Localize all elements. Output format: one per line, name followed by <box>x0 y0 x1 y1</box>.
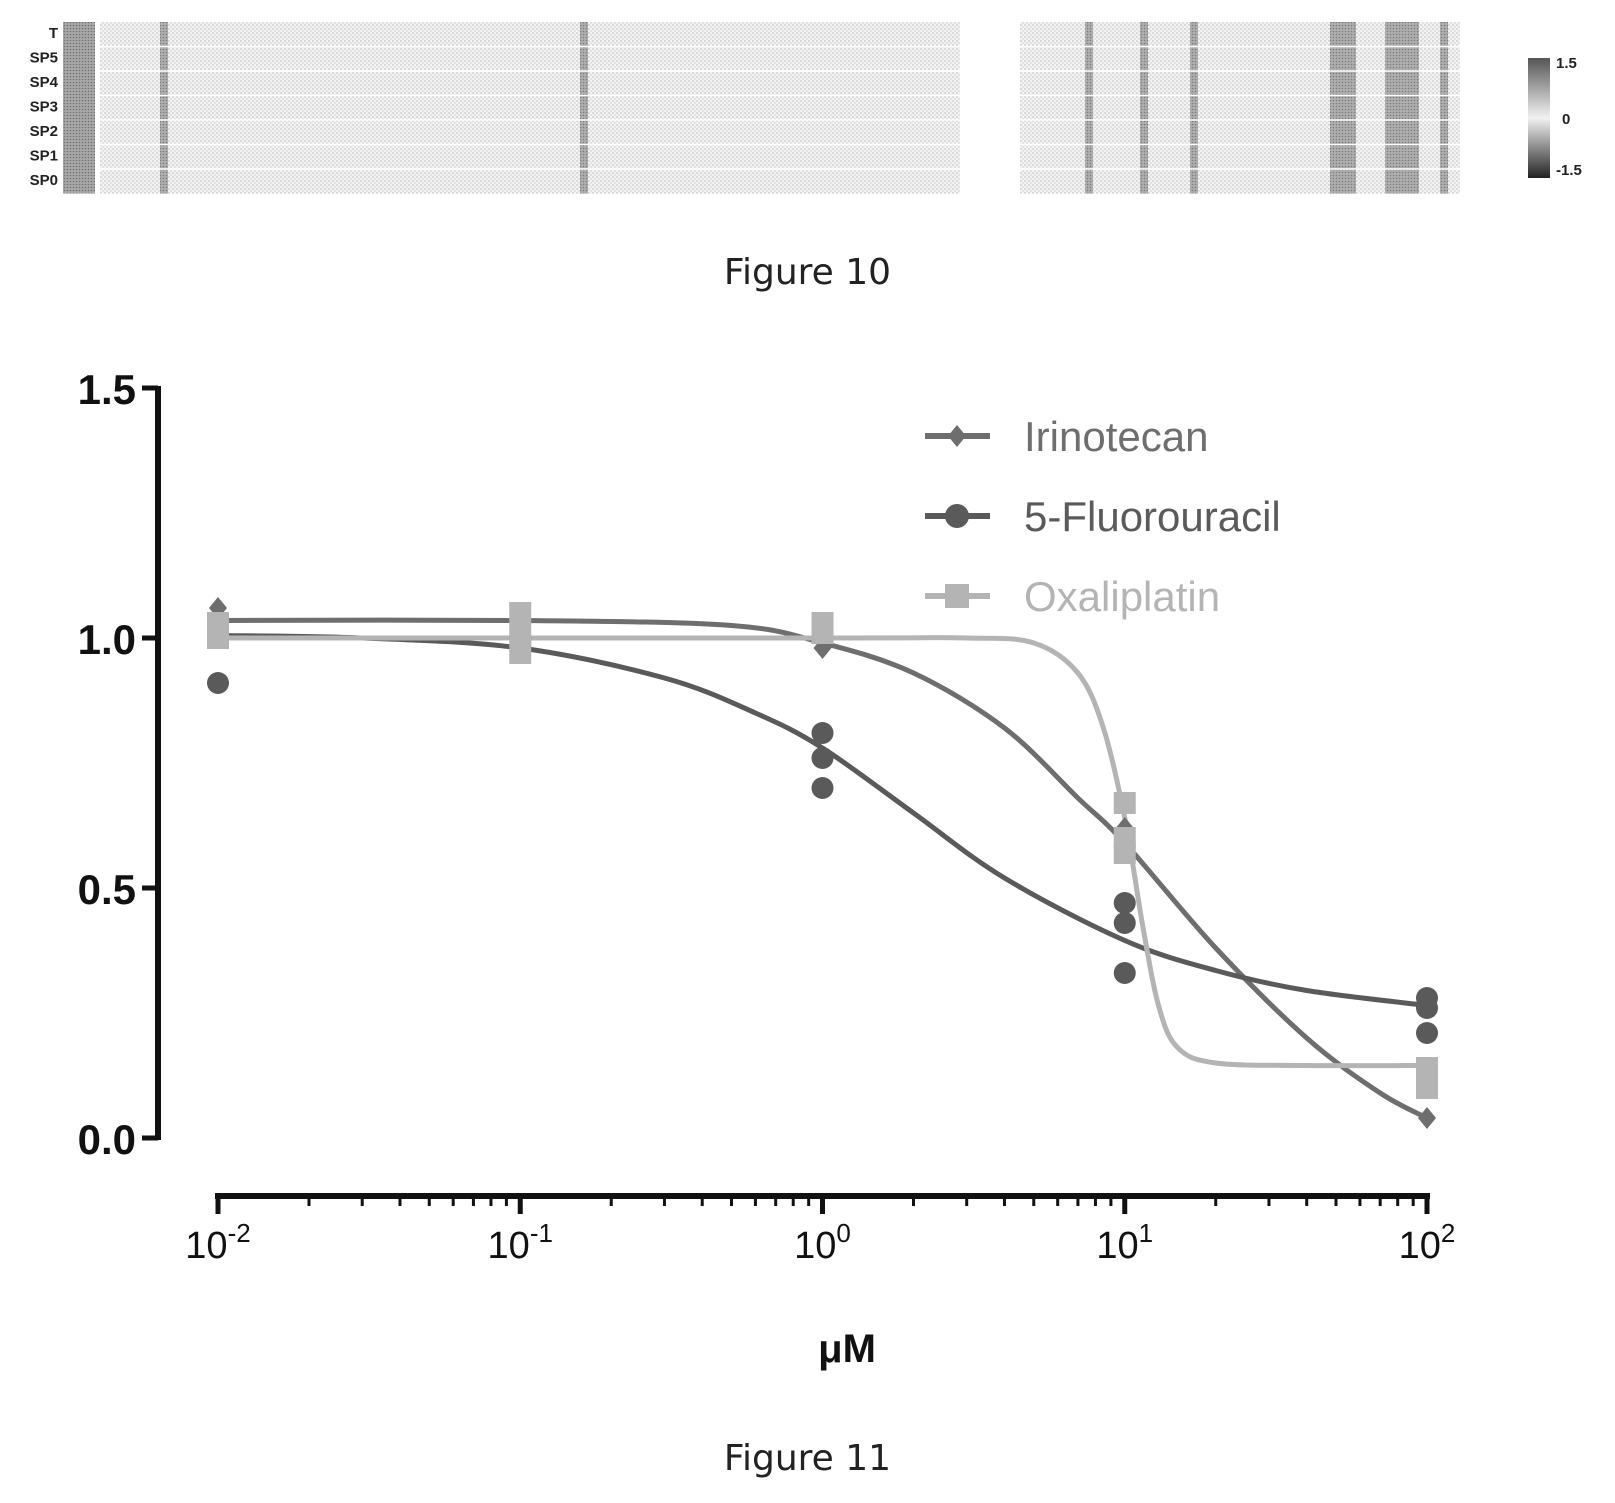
data-point-5-fluorouracil <box>1113 962 1136 984</box>
colorbar-tick-zero: 0 <box>1562 111 1570 128</box>
x-tick-exponent: 1 <box>1139 1218 1153 1248</box>
data-point-5-fluorouracil <box>1113 892 1136 914</box>
x-tick-label: 102 <box>1399 1218 1456 1267</box>
heatmap-dark-band <box>1440 22 1448 194</box>
heatmap-dark-band <box>580 22 588 194</box>
heatmap-row-label: SP2 <box>30 123 58 140</box>
heatmap-row-label: SP0 <box>30 172 58 189</box>
data-point-oxaliplatin <box>1416 1077 1438 1099</box>
colorbar-gradient <box>1528 58 1550 178</box>
x-tick-label: 101 <box>1096 1218 1153 1267</box>
y-tick-label: 1.5 <box>78 366 136 413</box>
y-tick-label: 0.0 <box>78 1116 136 1163</box>
data-point-oxaliplatin <box>1113 792 1136 814</box>
x-axis: 10-2 10-1 100 101 102 <box>185 1193 1456 1267</box>
colorbar-tick-min: -1.5 <box>1556 162 1582 179</box>
x-tick-base: 10 <box>1399 1225 1441 1267</box>
heatmap-dark-band <box>1385 22 1419 194</box>
legend-marker-5-fluorouracil <box>945 504 969 528</box>
data-point-5-fluorouracil <box>811 747 834 769</box>
heatmap-row-label: SP5 <box>30 50 58 67</box>
data-point-5-fluorouracil <box>1416 997 1438 1019</box>
x-tick-label: 10-1 <box>488 1218 553 1267</box>
data-point-irinotecan <box>1418 1107 1436 1129</box>
heatmap-figure: T SP5 SP4 SP3 SP2 SP1 SP0 1.5 0 -1.5 <box>30 22 1582 194</box>
heatmap-row-labels: T SP5 SP4 SP3 SP2 SP1 SP0 <box>30 25 59 189</box>
figure-11-caption: Figure 11 <box>723 1438 892 1479</box>
data-point-5-fluorouracil <box>1416 1022 1438 1044</box>
x-tick-exponent: -1 <box>530 1218 553 1248</box>
data-point-oxaliplatin <box>811 622 834 644</box>
legend-label-oxaliplatin: Oxaliplatin <box>1024 573 1220 620</box>
x-axis-label: μM <box>818 1327 876 1371</box>
heatmap-row-label: T <box>49 25 58 42</box>
x-tick-exponent: 2 <box>1441 1218 1455 1248</box>
data-point-5-fluorouracil <box>207 672 229 694</box>
x-tick-exponent: -2 <box>228 1218 251 1248</box>
y-tick-label: 1.0 <box>78 616 136 663</box>
heatmap-dark-band <box>1140 22 1148 194</box>
x-tick-label: 10-2 <box>185 1218 250 1267</box>
legend-label-irinotecan: Irinotecan <box>1024 413 1208 460</box>
data-point-5-fluorouracil <box>1113 912 1136 934</box>
x-tick-label: 100 <box>794 1218 851 1267</box>
data-point-5-fluorouracil <box>811 722 834 744</box>
colorbar-tick-max: 1.5 <box>1556 55 1577 72</box>
data-point-oxaliplatin <box>509 642 532 664</box>
y-axis: 0.0 0.5 1.0 1.5 <box>78 366 161 1163</box>
legend-marker-oxaliplatin <box>945 584 969 608</box>
legend-marker-irinotecan <box>948 425 966 447</box>
heatmap-block-left <box>100 22 960 194</box>
heatmap-dark-band <box>1190 22 1198 194</box>
fit-curve-5-fluorouracil <box>217 633 1428 1008</box>
data-point-5-fluorouracil <box>811 777 834 799</box>
heatmap-grid <box>63 22 1460 194</box>
fit-curves <box>217 617 1429 1121</box>
y-tick-label: 0.5 <box>78 866 136 913</box>
heatmap-first-column <box>63 22 95 194</box>
data-points <box>207 597 1438 1129</box>
fit-curve-oxaliplatin <box>217 635 1428 1069</box>
x-tick-base: 10 <box>488 1225 530 1267</box>
heatmap-dark-band <box>1085 22 1093 194</box>
heatmap-dark-band <box>1330 22 1356 194</box>
heatmap-row-label: SP3 <box>30 99 58 116</box>
x-tick-exponent: 0 <box>836 1218 850 1248</box>
x-tick-base: 10 <box>794 1225 836 1267</box>
data-point-oxaliplatin <box>509 602 532 624</box>
x-tick-base: 10 <box>185 1225 227 1267</box>
legend-label-5-fluorouracil: 5-Fluorouracil <box>1024 493 1281 540</box>
data-point-oxaliplatin <box>1113 842 1136 864</box>
heatmap-row-label: SP4 <box>30 74 59 91</box>
data-point-oxaliplatin <box>207 627 229 649</box>
fit-curve-irinotecan <box>217 617 1429 1121</box>
heatmap-dark-band <box>160 22 168 194</box>
heatmap-row-label: SP1 <box>30 148 58 165</box>
figure-10-caption: Figure 10 <box>723 252 892 293</box>
heatmap-colorbar: 1.5 0 -1.5 <box>1528 55 1582 179</box>
legend: Irinotecan 5-Fluorouracil Oxaliplatin <box>925 413 1281 620</box>
x-tick-base: 10 <box>1096 1225 1138 1267</box>
data-point-oxaliplatin <box>509 622 532 644</box>
